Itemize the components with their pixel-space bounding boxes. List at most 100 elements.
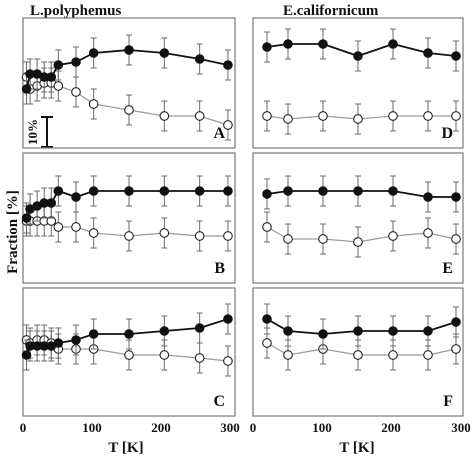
data-point-filled xyxy=(159,186,170,196)
data-point-open xyxy=(283,350,293,360)
x-ticks-left: 0 100 200 300 xyxy=(20,420,240,435)
x-tick-label: 200 xyxy=(381,420,401,435)
data-point-open xyxy=(451,234,461,244)
x-axis-label-left: T [K] xyxy=(108,440,143,456)
data-point-filled xyxy=(53,338,64,348)
panel-e: E xyxy=(252,152,464,284)
data-point-open xyxy=(88,99,99,109)
x-tick-label: 200 xyxy=(151,420,171,435)
panel-b: B xyxy=(21,152,236,284)
data-point-filled xyxy=(423,192,433,202)
data-point-filled xyxy=(262,189,272,199)
data-point-filled xyxy=(124,45,134,55)
panel-letter: A xyxy=(213,125,225,142)
data-point-open xyxy=(88,228,99,238)
data-point-filled xyxy=(262,314,272,324)
data-point-open xyxy=(223,356,233,366)
panel-frame xyxy=(252,287,464,417)
data-point-filled xyxy=(88,329,99,339)
data-point-open xyxy=(423,111,433,121)
data-point-open xyxy=(223,120,233,130)
data-point-filled xyxy=(71,57,81,67)
data-point-filled xyxy=(71,192,81,202)
panel-c: C xyxy=(21,287,236,417)
scale-bar: 10% xyxy=(25,116,53,148)
data-point-open xyxy=(194,353,205,363)
data-point-open xyxy=(194,111,205,121)
x-tick-label: 0 xyxy=(20,420,27,435)
data-point-filled xyxy=(223,314,233,324)
data-point-open xyxy=(283,114,293,124)
data-point-open xyxy=(262,338,272,348)
data-point-filled xyxy=(423,326,433,336)
data-point-open xyxy=(451,111,461,121)
data-point-filled xyxy=(451,192,461,202)
data-point-filled xyxy=(124,186,134,196)
data-point-filled xyxy=(88,48,99,58)
data-point-open xyxy=(223,231,233,241)
data-point-filled xyxy=(283,186,293,196)
data-point-filled xyxy=(388,39,398,49)
data-point-filled xyxy=(353,326,363,336)
data-point-filled xyxy=(223,60,233,70)
panel-letter: D xyxy=(441,125,453,142)
data-point-open xyxy=(388,350,398,360)
x-tick-label: 300 xyxy=(451,420,471,435)
data-point-filled xyxy=(451,317,461,327)
data-point-filled xyxy=(353,51,363,61)
data-point-open xyxy=(124,231,134,241)
panel-frame xyxy=(252,152,464,284)
data-point-open xyxy=(71,222,81,232)
data-point-filled xyxy=(159,48,170,58)
panel-frame xyxy=(252,17,464,149)
x-axis-label-right: T [K] xyxy=(339,440,374,456)
panel-letter: B xyxy=(214,260,225,277)
column-title-right: E.californicum xyxy=(283,3,379,19)
data-point-filled xyxy=(223,186,233,196)
panel-frame xyxy=(22,17,236,149)
data-point-filled xyxy=(46,198,57,208)
data-point-filled xyxy=(159,326,170,336)
panel-a: A xyxy=(21,17,236,149)
data-point-open xyxy=(53,81,64,91)
data-point-open xyxy=(283,234,293,244)
data-point-filled xyxy=(318,39,328,49)
data-point-filled xyxy=(194,54,205,64)
data-point-open xyxy=(318,234,328,244)
data-point-filled xyxy=(21,350,32,360)
data-point-filled xyxy=(451,51,461,61)
panel-letter: F xyxy=(443,393,453,410)
data-point-filled xyxy=(388,326,398,336)
data-point-filled xyxy=(194,323,205,333)
data-point-open xyxy=(71,87,81,97)
data-point-filled xyxy=(318,329,328,339)
data-point-filled xyxy=(423,48,433,58)
data-point-filled xyxy=(53,60,64,70)
data-point-filled xyxy=(53,186,64,196)
column-title-left: L.polyphemus xyxy=(30,3,121,19)
data-point-filled xyxy=(46,72,57,82)
data-point-open xyxy=(451,344,461,354)
data-point-open xyxy=(262,222,272,232)
panel-letter: E xyxy=(442,260,453,277)
data-point-open xyxy=(353,237,363,247)
data-point-filled xyxy=(283,326,293,336)
data-point-open xyxy=(353,114,363,124)
x-tick-label: 300 xyxy=(220,420,240,435)
data-point-filled xyxy=(194,186,205,196)
scale-bar-label: 10% xyxy=(25,119,40,145)
data-point-open xyxy=(53,222,64,232)
x-tick-label: 100 xyxy=(312,420,332,435)
data-point-open xyxy=(388,231,398,241)
x-tick-label: 0 xyxy=(250,420,257,435)
data-point-open xyxy=(159,350,170,360)
data-point-open xyxy=(194,231,205,241)
x-tick-label: 100 xyxy=(82,420,102,435)
panel-f: F xyxy=(252,287,464,417)
panel-d: D xyxy=(252,17,464,149)
y-axis-label: Fraction [%] xyxy=(5,190,21,274)
data-point-open xyxy=(423,350,433,360)
panels: A B C D E F xyxy=(21,17,464,417)
data-point-open xyxy=(124,350,134,360)
